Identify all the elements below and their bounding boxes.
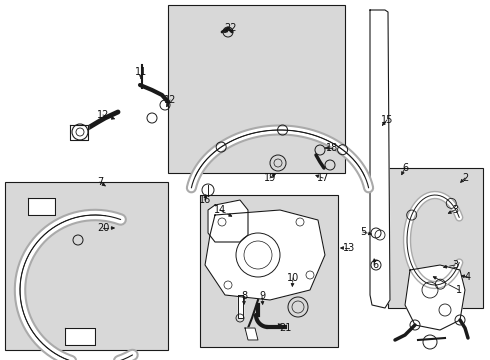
Text: 10: 10 xyxy=(287,273,299,283)
Text: 20: 20 xyxy=(97,223,109,233)
Text: 3: 3 xyxy=(452,205,458,215)
Text: 8: 8 xyxy=(241,291,247,301)
Text: 17: 17 xyxy=(317,173,329,183)
Text: 5: 5 xyxy=(360,227,366,237)
Polygon shape xyxy=(370,10,390,308)
Text: 2: 2 xyxy=(462,173,468,183)
Bar xyxy=(388,168,483,308)
Text: 3: 3 xyxy=(452,260,458,270)
Polygon shape xyxy=(28,198,55,215)
Text: 6: 6 xyxy=(402,163,408,173)
Polygon shape xyxy=(405,265,465,330)
Polygon shape xyxy=(208,200,248,242)
Text: 15: 15 xyxy=(381,115,393,125)
Bar xyxy=(200,195,338,347)
Text: 12: 12 xyxy=(97,110,109,120)
Polygon shape xyxy=(70,125,88,140)
Polygon shape xyxy=(65,328,95,345)
Text: 6: 6 xyxy=(372,260,378,270)
Text: 21: 21 xyxy=(279,323,291,333)
Text: 14: 14 xyxy=(214,205,226,215)
Text: 1: 1 xyxy=(456,285,462,295)
Bar xyxy=(5,182,168,350)
Text: 9: 9 xyxy=(259,291,265,301)
Text: 12: 12 xyxy=(164,95,176,105)
Bar xyxy=(168,5,345,173)
Text: 19: 19 xyxy=(264,173,276,183)
Text: 4: 4 xyxy=(465,272,471,282)
Text: 22: 22 xyxy=(224,23,236,33)
Text: 18: 18 xyxy=(326,143,338,153)
Text: 13: 13 xyxy=(343,243,355,253)
Text: 7: 7 xyxy=(97,177,103,187)
Text: 11: 11 xyxy=(135,67,147,77)
Text: 16: 16 xyxy=(199,195,211,205)
Polygon shape xyxy=(238,295,243,318)
Polygon shape xyxy=(245,328,258,340)
Polygon shape xyxy=(205,210,325,300)
